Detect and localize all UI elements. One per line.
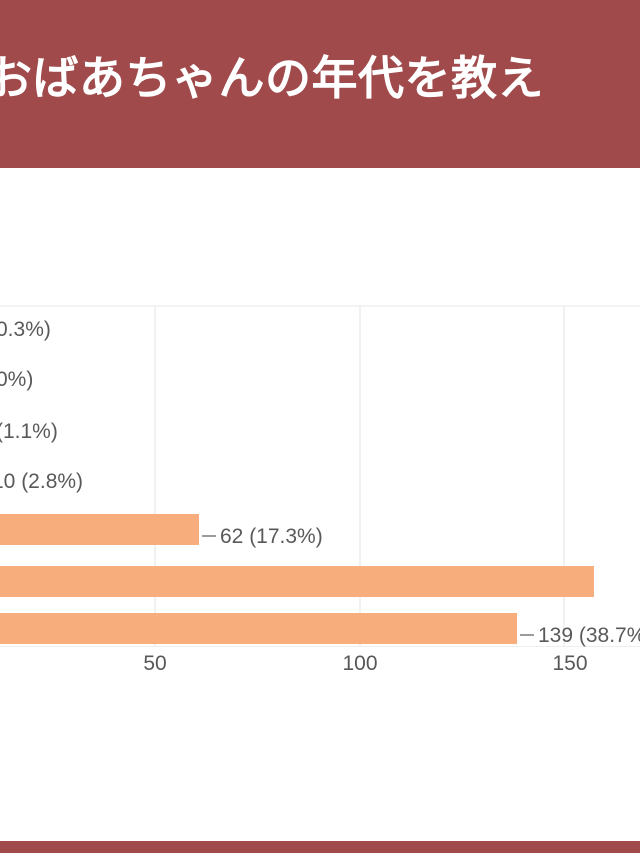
bar-data-label: 10 (2.8%) <box>0 470 84 493</box>
leader-line-icon <box>202 535 216 538</box>
bar-segment <box>0 613 517 644</box>
x-tick-label: 50 <box>143 652 167 675</box>
x-axis: 50 100 150 <box>0 647 640 687</box>
bar-data-label-text: 139 (38.7%) <box>538 624 640 647</box>
gridline-150 <box>563 305 565 647</box>
plot-bottom-rule <box>0 646 640 647</box>
footer-accent-bar <box>0 841 640 853</box>
bar-data-label: (1.1%) <box>0 420 58 443</box>
plot-area: 0.3%) 0%) (1.1%) 10 (2.8%) 62 (17.3%) 13… <box>0 305 640 647</box>
bar-data-label: 0.3%) <box>0 318 51 341</box>
bar-data-label: 0%) <box>0 368 34 391</box>
page-title: ちゃん・おばあちゃんの年代を教え <box>0 51 544 105</box>
plot-top-rule <box>0 305 640 307</box>
x-tick-label: 150 <box>552 652 588 675</box>
chart-container: 0.3%) 0%) (1.1%) 10 (2.8%) 62 (17.3%) 13… <box>0 168 640 841</box>
bar-segment <box>0 514 199 545</box>
bar-data-label: 62 (17.3%) <box>202 526 323 547</box>
bar-data-label: 139 (38.7%) <box>520 625 640 646</box>
leader-line-icon <box>520 634 534 637</box>
bar-segment <box>0 566 594 597</box>
header-banner: ちゃん・おばあちゃんの年代を教え <box>0 0 640 168</box>
gridline-50 <box>154 305 156 647</box>
gridline-100 <box>359 305 361 647</box>
bar-data-label-text: 62 (17.3%) <box>220 525 323 548</box>
x-tick-label: 100 <box>342 652 378 675</box>
